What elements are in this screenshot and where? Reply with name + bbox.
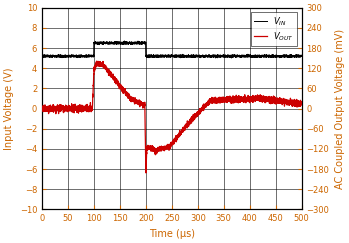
Line: $V_{OUT}$: $V_{OUT}$ — [42, 61, 302, 173]
$V_{OUT}$ — [196, 112, 200, 115]
$V_{IN}$ — [209, 55, 213, 58]
$V_{IN}$ — [122, 40, 126, 43]
$V_{IN}$ — [87, 55, 91, 58]
$V_{OUT}$ — [40, 107, 44, 110]
$V_{OUT}$ — [253, 95, 258, 98]
$V_{IN}$ — [139, 42, 143, 44]
$V_{OUT}$ — [87, 106, 91, 109]
$V_{OUT}$ — [144, 172, 148, 174]
$V_{IN}$ — [229, 56, 233, 59]
$V_{IN}$ — [253, 55, 258, 58]
Y-axis label: Input Voltage (V): Input Voltage (V) — [4, 67, 14, 150]
$V_{IN}$ — [299, 55, 304, 58]
Line: $V_{IN}$: $V_{IN}$ — [42, 41, 302, 58]
$V_{OUT}$ — [139, 104, 143, 106]
Legend: $V_{IN}$, $V_{OUT}$: $V_{IN}$, $V_{OUT}$ — [251, 12, 297, 46]
$V_{OUT}$ — [299, 102, 304, 105]
$V_{IN}$ — [234, 54, 238, 57]
$V_{OUT}$ — [95, 60, 99, 63]
Y-axis label: AC Coupled Output Voltage (mV): AC Coupled Output Voltage (mV) — [335, 28, 345, 189]
X-axis label: Time (μs): Time (μs) — [149, 229, 195, 239]
$V_{OUT}$ — [234, 97, 238, 100]
$V_{IN}$ — [40, 54, 44, 57]
$V_{IN}$ — [196, 54, 200, 57]
$V_{OUT}$ — [209, 99, 213, 102]
